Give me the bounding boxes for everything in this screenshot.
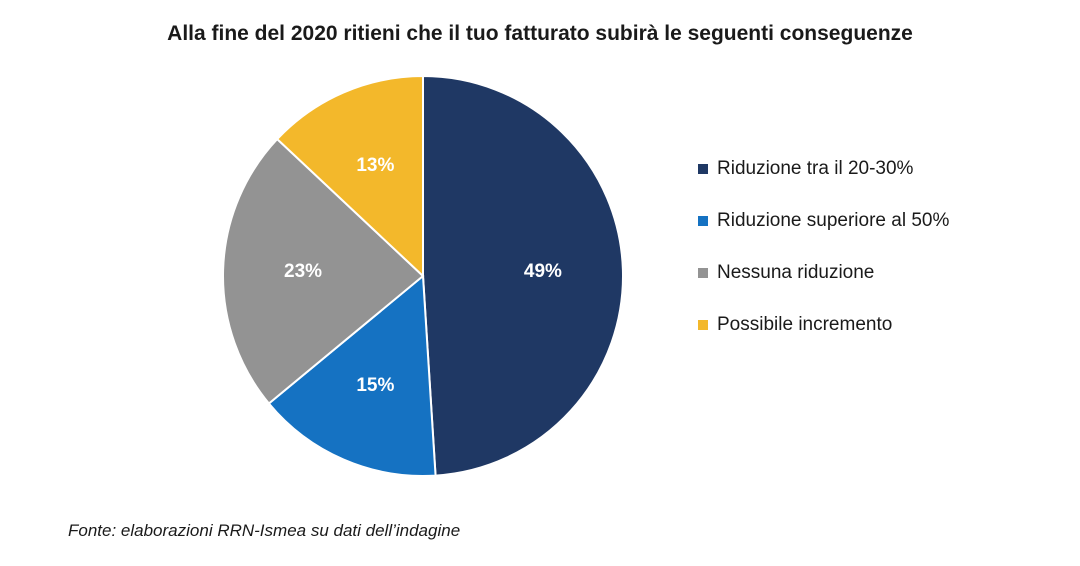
source-note: Fonte: elaborazioni RRN-Ismea su dati de… bbox=[68, 521, 461, 540]
legend-label: Possibile incremento bbox=[717, 314, 893, 335]
pie-slice-4 bbox=[275, 74, 424, 279]
legend-label: Riduzione superiore al 50% bbox=[717, 210, 950, 231]
pie-data-label: 49% bbox=[524, 261, 562, 282]
pie-data-labels: 49% 15% 23% 13% bbox=[284, 155, 562, 396]
legend-item: Nessuna riduzione bbox=[698, 260, 949, 286]
legend-swatch bbox=[698, 268, 708, 278]
legend-swatch bbox=[698, 320, 708, 330]
legend-label: Riduzione tra il 20-30% bbox=[717, 158, 914, 179]
pie-slices bbox=[222, 74, 624, 477]
legend-label: Nessuna riduzione bbox=[717, 262, 875, 283]
legend: Riduzione tra il 20-30% Riduzione superi… bbox=[698, 156, 949, 364]
legend-item: Possibile incremento bbox=[698, 312, 949, 338]
pie-data-label: 15% bbox=[356, 375, 394, 396]
pie-slice-2 bbox=[267, 273, 437, 477]
pie-slice-1 bbox=[422, 74, 624, 477]
legend-item: Riduzione superiore al 50% bbox=[698, 208, 949, 234]
legend-swatch bbox=[698, 164, 708, 174]
chart-title: Alla fine del 2020 ritieni che il tuo fa… bbox=[167, 22, 913, 45]
pie-slice-3 bbox=[222, 137, 425, 405]
legend-swatch bbox=[698, 216, 708, 226]
legend-item: Riduzione tra il 20-30% bbox=[698, 156, 949, 182]
pie-data-label: 23% bbox=[284, 261, 322, 282]
pie-data-label: 13% bbox=[356, 155, 394, 176]
